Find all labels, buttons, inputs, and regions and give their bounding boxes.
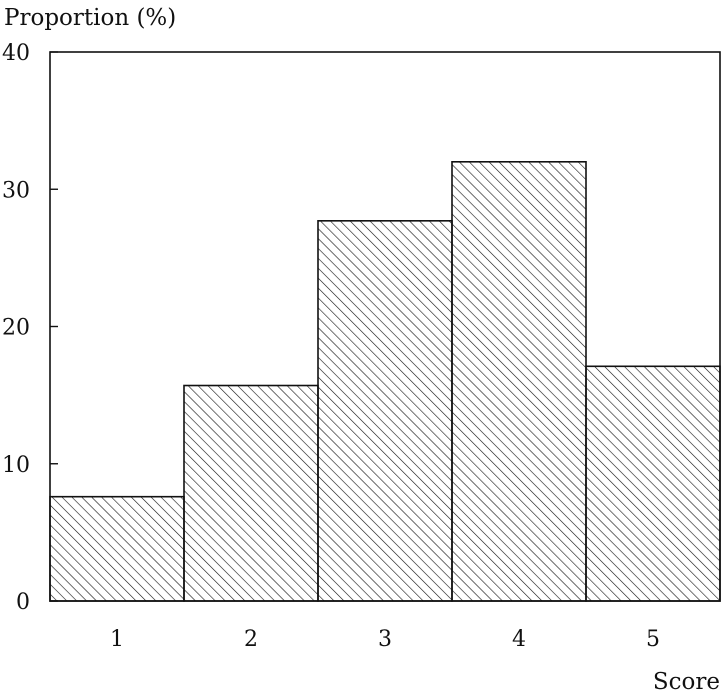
y-axis: 0 10 20 30 40 [2,41,58,615]
x-tick-label: 5 [646,627,660,652]
bars-group [49,161,721,602]
bar-score-4 [451,161,587,602]
y-tick-label: 30 [2,178,30,203]
y-tick-label: 40 [2,41,30,66]
bar-score-3 [317,220,453,602]
x-tick-label: 4 [512,627,526,652]
x-axis: 1 2 3 4 5 [110,627,660,652]
y-tick-label: 20 [2,316,30,341]
bar-score-1 [49,495,185,602]
x-tick-label: 1 [110,627,124,652]
y-axis-label: Proportion (%) [4,5,176,31]
x-tick-label: 3 [378,627,392,652]
bar-score-5 [585,365,721,602]
y-tick-label: 10 [2,453,30,478]
x-tick-label: 2 [244,627,258,652]
y-tick-label: 0 [16,590,30,615]
bar-score-2 [183,384,319,602]
x-axis-label: Score [653,669,720,695]
